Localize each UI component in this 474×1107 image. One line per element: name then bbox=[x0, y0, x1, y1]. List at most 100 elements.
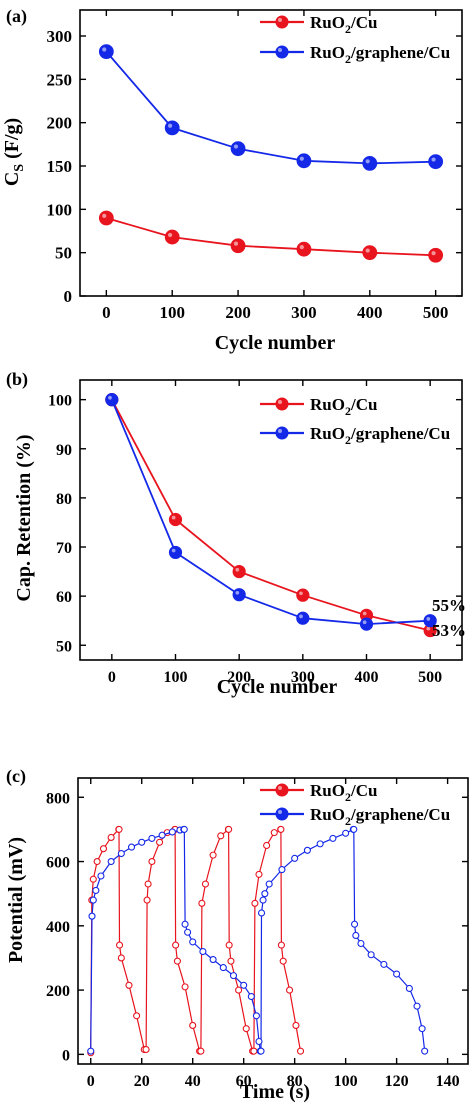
data-point bbox=[291, 854, 299, 862]
y-axis-label: Cap. Retention (%) bbox=[13, 434, 35, 601]
data-point bbox=[362, 245, 378, 261]
data-point bbox=[342, 829, 350, 837]
data-point bbox=[164, 120, 180, 136]
series-line-0 bbox=[111, 399, 431, 632]
y-tick-label: 200 bbox=[47, 114, 73, 133]
data-point bbox=[115, 825, 123, 833]
data-point-highlight bbox=[431, 251, 436, 256]
plot-frame bbox=[77, 777, 469, 1065]
legend-label: RuO2/Cu bbox=[310, 395, 377, 418]
x-axis-label: Cycle number bbox=[215, 332, 336, 354]
data-point bbox=[117, 954, 125, 962]
data-point-highlight bbox=[362, 620, 367, 625]
data-point-highlight bbox=[171, 548, 176, 553]
data-point bbox=[367, 951, 375, 959]
x-tick-label: 400 bbox=[355, 669, 379, 686]
data-point bbox=[362, 155, 378, 171]
data-point bbox=[263, 841, 271, 850]
data-point bbox=[99, 845, 108, 853]
data-point bbox=[380, 960, 388, 968]
data-point bbox=[199, 947, 207, 956]
data-point bbox=[189, 1021, 197, 1029]
data-point bbox=[278, 866, 286, 874]
legend-label-main: RuO bbox=[310, 805, 345, 824]
x-tick-label: 100 bbox=[164, 669, 188, 686]
data-point bbox=[173, 957, 181, 965]
data-point-highlight bbox=[365, 248, 370, 253]
data-point bbox=[198, 899, 206, 907]
y-tick-label: 0 bbox=[64, 287, 73, 306]
legend-label-sub: 2 bbox=[345, 433, 351, 447]
data-point-highlight bbox=[235, 590, 240, 595]
x-axis-label: Cycle number bbox=[217, 676, 338, 698]
data-point bbox=[148, 834, 156, 842]
panel-c: 0 20 40 60 80 100 120 140 0 200 400 600 800 Time (s) P… bbox=[5, 766, 469, 1103]
data-point-highlight bbox=[233, 144, 239, 149]
data-point bbox=[357, 939, 365, 948]
data-point bbox=[247, 992, 255, 1001]
y-tick-label: 150 bbox=[47, 157, 73, 176]
x-tick-label: 120 bbox=[385, 1073, 409, 1090]
data-point bbox=[257, 909, 266, 917]
data-point bbox=[142, 1045, 150, 1054]
data-point bbox=[168, 545, 183, 560]
plot-frame bbox=[79, 379, 463, 661]
y-tick-label: 50 bbox=[55, 244, 72, 263]
panel-label: (c) bbox=[6, 766, 26, 787]
plot-frame bbox=[79, 9, 463, 297]
data-point bbox=[230, 141, 246, 157]
data-point bbox=[235, 986, 243, 994]
y-tick-label: 70 bbox=[56, 540, 72, 557]
y-tick-label: 90 bbox=[56, 442, 72, 459]
data-point bbox=[252, 1012, 260, 1020]
x-tick-label: 100 bbox=[334, 1073, 358, 1090]
data-point-highlight bbox=[233, 241, 239, 246]
x-tick-label: 200 bbox=[227, 669, 251, 686]
data-point bbox=[316, 840, 324, 848]
y-tick-label: 100 bbox=[47, 200, 73, 219]
data-point bbox=[277, 941, 285, 949]
data-point bbox=[98, 44, 114, 59]
y-tick-label: 800 bbox=[46, 790, 70, 807]
data-point bbox=[393, 970, 401, 978]
legend-label-rest: /graphene/Cu bbox=[350, 43, 450, 62]
data-point bbox=[359, 617, 374, 631]
x-tick-label: 60 bbox=[236, 1073, 252, 1090]
data-point bbox=[405, 984, 413, 993]
data-point bbox=[115, 941, 124, 949]
data-point bbox=[105, 393, 119, 407]
data-point bbox=[265, 880, 273, 888]
legend-label-rest: /graphene/Cu bbox=[350, 805, 450, 824]
legend-label-rest: /Cu bbox=[350, 13, 377, 32]
panel-a: 0 100 200 300 400 500 0 50 100 150 200 250 300 Cycle … bbox=[1, 6, 463, 354]
panel-label: (b) bbox=[6, 369, 28, 390]
legend-label-main: RuO bbox=[310, 781, 345, 800]
y-tick-label: 80 bbox=[56, 491, 72, 508]
data-point bbox=[250, 1047, 258, 1055]
data-point bbox=[117, 849, 125, 858]
data-point bbox=[270, 829, 278, 837]
legend-label-rest: /graphene/Cu bbox=[350, 424, 450, 443]
data-point bbox=[209, 956, 217, 964]
data-point-highlight bbox=[108, 395, 112, 400]
legend-marker bbox=[275, 15, 289, 29]
legend-label: RuO2/graphene/Cu bbox=[310, 424, 450, 447]
legend-label-sub: 2 bbox=[345, 790, 351, 804]
x-tick-label: 300 bbox=[291, 303, 317, 322]
data-point bbox=[257, 1047, 265, 1055]
legend-label: RuO2/graphene/Cu bbox=[310, 805, 450, 828]
data-point bbox=[255, 1037, 263, 1046]
data-point bbox=[232, 588, 246, 602]
legend-marker bbox=[275, 426, 289, 440]
data-point bbox=[292, 1021, 300, 1029]
data-point-highlight bbox=[299, 245, 304, 250]
data-point bbox=[303, 846, 311, 854]
y-axis-label-main: C bbox=[1, 172, 23, 186]
x-tick-label: 20 bbox=[134, 1073, 150, 1090]
data-point-highlight bbox=[102, 213, 107, 218]
legend-label-sub: 2 bbox=[345, 52, 351, 66]
legend-marker-highlight bbox=[278, 786, 282, 790]
data-point bbox=[296, 241, 312, 257]
data-point bbox=[232, 564, 246, 579]
